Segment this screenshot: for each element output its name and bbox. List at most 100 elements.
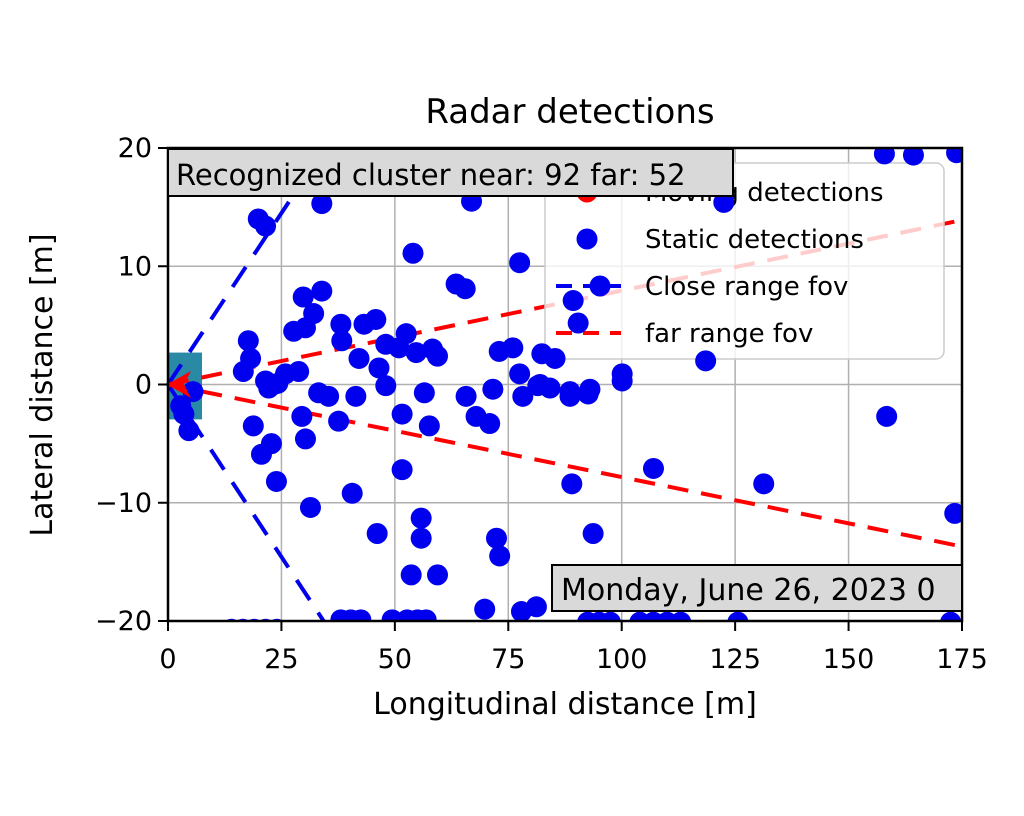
scatter-point <box>391 459 413 481</box>
scatter-point <box>395 323 417 345</box>
scatter-point <box>375 375 397 397</box>
scatter-point <box>940 611 962 621</box>
scatter-point <box>525 596 547 618</box>
scatter-point <box>713 191 735 213</box>
scatter-point <box>402 242 424 264</box>
scatter-point <box>418 415 440 437</box>
scatter-point <box>502 337 524 359</box>
x-tick-label: 0 <box>159 644 176 675</box>
scatter-point <box>237 330 259 352</box>
cluster-annotation-text: Recognized cluster near: 92 far: 52 <box>176 158 686 192</box>
scatter-point <box>255 215 277 237</box>
scatter-point <box>291 405 313 427</box>
scatter-point <box>410 527 432 549</box>
x-tick-label: 25 <box>264 644 298 675</box>
legend-item-static: Static detections <box>645 225 864 255</box>
scatter-point <box>299 496 321 518</box>
static-detections-scatter <box>170 148 962 621</box>
scatter-point <box>366 522 388 544</box>
scatter-point <box>345 385 367 407</box>
date-annotation-box <box>551 564 963 612</box>
scatter-point <box>365 308 387 330</box>
scatter-point <box>311 193 333 215</box>
scatter-point <box>529 374 551 395</box>
scatter-point <box>328 410 350 432</box>
scatter-point <box>544 347 566 369</box>
legend-item-close-fov: Close range fov <box>645 272 848 302</box>
scatter-point <box>944 502 962 524</box>
legend-item-far-fov: far range fov <box>645 319 813 349</box>
legend-static-marker-icon <box>576 228 598 250</box>
scatter-point <box>489 545 511 567</box>
scatter-point <box>391 403 413 425</box>
scatter-point <box>873 148 895 165</box>
scatter-point <box>427 345 449 367</box>
scatter-point <box>454 278 476 300</box>
scatter-point <box>350 609 372 621</box>
scatter-point <box>577 383 599 405</box>
scatter-point <box>263 374 285 395</box>
scatter-point <box>427 564 449 586</box>
scatter-point <box>642 457 664 479</box>
scatter-point <box>562 290 584 312</box>
x-tick-label: 175 <box>936 644 988 675</box>
origin-arrow-marker <box>167 371 191 398</box>
y-axis-label: Lateral distance [m] <box>25 233 60 536</box>
scatter-point <box>292 286 314 308</box>
scatter-point <box>265 470 287 492</box>
scatter-point <box>415 609 437 621</box>
scatter-point <box>485 527 507 549</box>
scatter-point <box>582 522 604 544</box>
scatter-point <box>318 385 340 407</box>
scatter-point <box>341 482 363 504</box>
cluster-annotation-box <box>167 148 734 197</box>
scatter-point <box>670 611 692 621</box>
legend: Moving detections Static detections Clos… <box>544 162 945 360</box>
scatter-point <box>170 395 192 417</box>
scatter-point <box>288 360 310 382</box>
legend-box <box>544 162 945 360</box>
far-range-fov-lower <box>167 382 963 549</box>
scatter-point <box>611 370 633 392</box>
y-tick-label: 10 <box>118 251 152 282</box>
scatter-point <box>182 381 204 403</box>
scatter-point <box>311 280 333 302</box>
scatter-point <box>410 507 432 529</box>
scatter-point <box>482 378 504 400</box>
scatter-point <box>727 611 749 621</box>
scatter-point <box>479 413 501 435</box>
scatter-point <box>474 598 496 620</box>
x-tick-label: 100 <box>596 644 648 675</box>
y-tick-label: 0 <box>135 370 152 401</box>
x-tick-label: 75 <box>491 644 525 675</box>
scatter-point <box>567 312 589 334</box>
scatter-point <box>455 385 477 407</box>
legend-close-fov-dot-icon <box>589 275 611 297</box>
x-tick-label: 150 <box>823 644 875 675</box>
scatter-point <box>405 342 427 364</box>
scatter-point <box>561 473 583 495</box>
scatter-point <box>250 443 272 465</box>
scatter-point <box>509 363 531 385</box>
scatter-point <box>348 347 370 369</box>
scatter-point <box>902 148 924 166</box>
scatter-point <box>232 360 254 382</box>
scatter-point <box>330 313 352 335</box>
scatter-point <box>178 420 200 442</box>
x-axis-label: Longitudinal distance [m] <box>373 687 757 722</box>
y-tick-label: 20 <box>118 133 152 164</box>
scatter-point <box>695 350 717 372</box>
scatter-point <box>946 148 962 164</box>
scatter-point <box>559 385 581 407</box>
annotations: Recognized cluster near: 92 far: 52 Mond… <box>167 148 963 612</box>
scatter-point <box>400 564 422 586</box>
date-annotation-text: Monday, June 26, 2023 0 <box>561 573 936 608</box>
scatter-point <box>753 473 775 495</box>
x-tick-label: 50 <box>378 644 412 675</box>
scatter-point <box>368 357 390 379</box>
scatter-point <box>331 330 353 352</box>
x-tick-label: 125 <box>709 644 761 675</box>
